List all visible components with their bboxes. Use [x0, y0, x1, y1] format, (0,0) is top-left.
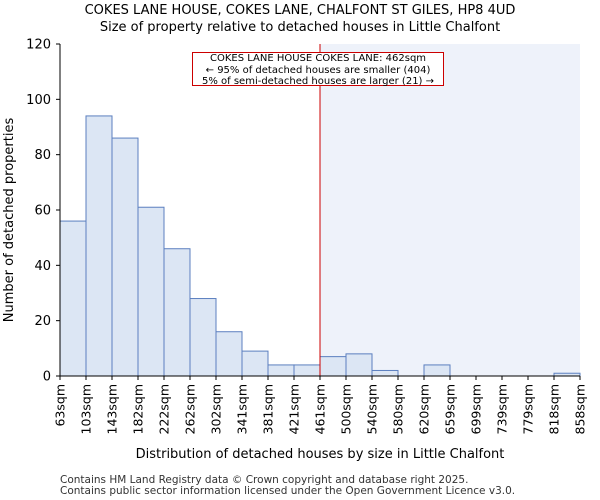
annotation-line3: 5% of semi-detached houses are larger (2… — [201, 76, 435, 87]
y-tick-label: 0 — [43, 370, 51, 385]
x-tick-label: 699sqm — [469, 384, 484, 434]
x-tick-label: 381sqm — [261, 384, 276, 434]
bar — [137, 206, 165, 377]
y-tick-label: 80 — [34, 148, 51, 163]
bar — [241, 350, 269, 377]
x-tick-label: 222sqm — [157, 384, 172, 434]
bar — [293, 364, 321, 377]
x-tick-label: 580sqm — [391, 384, 406, 434]
y-tick-label: 120 — [26, 38, 51, 53]
x-tick-label: 739sqm — [495, 384, 510, 434]
y-tick-label: 100 — [26, 93, 51, 108]
bar — [163, 248, 191, 377]
x-tick-label: 461sqm — [313, 384, 328, 434]
x-tick-label: 818sqm — [547, 384, 562, 434]
x-axis-title: Distribution of detached houses by size … — [136, 447, 505, 462]
annotation-line1: COKES LANE HOUSE COKES LANE: 462sqm — [209, 53, 427, 64]
x-tick-label: 620sqm — [417, 384, 432, 434]
annotation-box: COKES LANE HOUSE COKES LANE: 462sqm ← 95… — [192, 52, 444, 87]
bar — [59, 220, 87, 377]
highlight-region — [320, 44, 580, 376]
bar — [267, 364, 295, 377]
x-tick-label: 659sqm — [443, 384, 458, 434]
x-tick-label: 500sqm — [339, 384, 354, 434]
y-tick-label: 20 — [34, 314, 51, 329]
x-tick-label: 341sqm — [235, 384, 250, 434]
x-tick-label: 779sqm — [521, 384, 536, 434]
x-tick-label: 421sqm — [287, 384, 302, 434]
bar — [371, 369, 399, 377]
x-tick-label: 858sqm — [573, 384, 588, 434]
x-tick-label: 540sqm — [365, 384, 380, 434]
bar — [345, 353, 373, 377]
annotation-line2: ← 95% of detached houses are smaller (40… — [205, 64, 431, 76]
footer-licence: Contains public sector information licen… — [60, 485, 516, 497]
x-tick-label: 143sqm — [105, 384, 120, 434]
x-tick-label: 262sqm — [183, 384, 198, 434]
x-tick-label: 63sqm — [53, 384, 68, 427]
y-axis-title: Number of detached properties — [2, 118, 17, 323]
x-tick-label: 103sqm — [79, 384, 94, 434]
bar — [189, 298, 217, 377]
bar — [319, 356, 347, 377]
bar — [215, 331, 243, 377]
bar — [85, 115, 113, 377]
y-tick-label: 60 — [34, 204, 51, 219]
x-tick-label: 302sqm — [209, 384, 224, 434]
y-tick-label: 40 — [34, 259, 51, 274]
bar — [111, 137, 139, 377]
x-tick-label: 182sqm — [131, 384, 146, 434]
bar — [423, 364, 451, 377]
footer-copyright: Contains HM Land Registry data © Crown c… — [60, 474, 469, 486]
chart-title-line1: COKES LANE HOUSE, COKES LANE, CHALFONT S… — [84, 3, 516, 18]
chart-title-line2: Size of property relative to detached ho… — [99, 20, 501, 35]
